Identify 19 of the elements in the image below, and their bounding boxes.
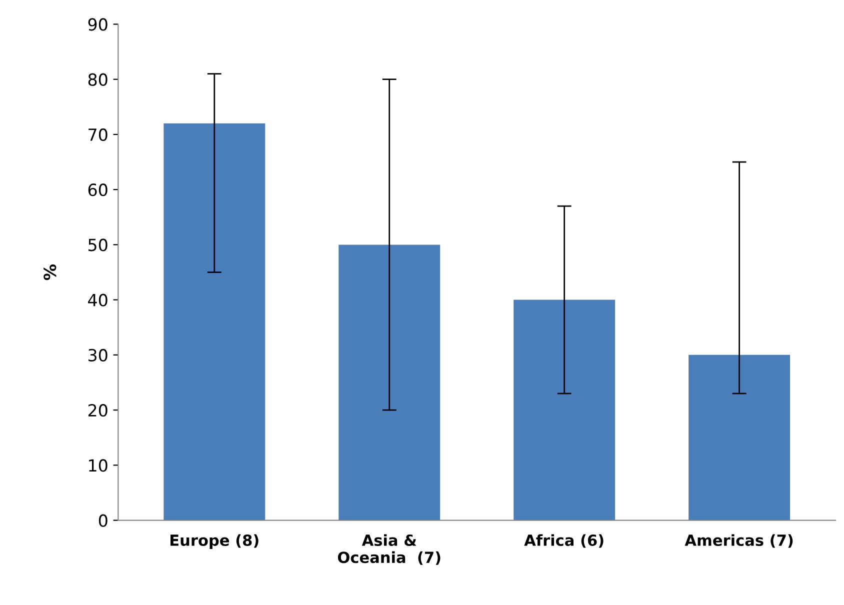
y-tick-label: 40 — [88, 294, 108, 306]
bar — [514, 300, 616, 520]
y-tick-label: 90 — [88, 18, 108, 31]
y-tick-label: 80 — [88, 73, 108, 86]
y-tick-label: 60 — [88, 184, 108, 196]
y-axis-title: % — [44, 264, 56, 280]
x-tick-label: Europe (8) — [170, 534, 258, 549]
x-tick-label: Asia & Oceania (7) — [338, 534, 440, 565]
y-tick-label: 0 — [98, 514, 108, 527]
y-tick-label: 70 — [88, 128, 108, 142]
y-tick-label: 20 — [88, 404, 108, 417]
bar — [164, 123, 266, 520]
y-tick-label: 50 — [88, 238, 108, 252]
x-tick-label: Africa (6) — [524, 534, 604, 548]
x-tick-label: Americas (7) — [684, 534, 793, 548]
y-tick-label: 30 — [88, 348, 108, 362]
y-tick-label: 10 — [89, 459, 108, 472]
bar — [338, 244, 440, 520]
bar — [688, 354, 790, 520]
